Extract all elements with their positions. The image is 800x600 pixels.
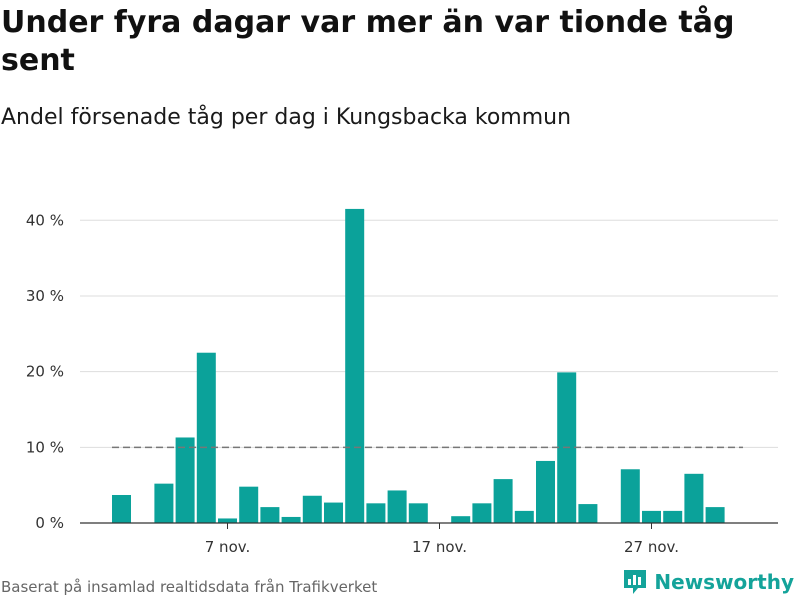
bar: [663, 510, 683, 523]
bar: [324, 502, 343, 523]
bar: [387, 490, 407, 523]
bar: [239, 486, 259, 523]
bar: [281, 516, 301, 523]
bar: [536, 460, 555, 523]
y-tick-label: 30 %: [26, 287, 64, 305]
bar: [493, 479, 513, 523]
bar: [112, 494, 131, 523]
bar: [175, 437, 195, 523]
bar: [684, 473, 704, 523]
chart-title: Under fyra dagar var mer än var tionde t…: [1, 5, 735, 78]
y-tick-label: 10 %: [26, 438, 64, 456]
bar: [705, 507, 725, 523]
bar: [260, 507, 280, 523]
bar: [302, 495, 322, 523]
brand-name: Newsworthy: [654, 570, 794, 594]
bar: [642, 510, 661, 523]
bar: [408, 503, 428, 523]
bar: [451, 516, 471, 523]
y-tick-label: 40 %: [26, 211, 64, 229]
bar: [218, 518, 237, 523]
bar: [472, 503, 492, 523]
x-tick-label: 7 nov.: [205, 538, 250, 556]
bars: [112, 208, 725, 523]
bar: [514, 510, 534, 523]
newsworthy-logo-icon: [624, 570, 647, 594]
bar: [366, 503, 386, 523]
bar: [345, 208, 365, 523]
chart-subtitle: Andel försenade tåg per dag i Kungsbacka…: [1, 105, 572, 130]
bar: [196, 352, 216, 523]
x-tick-label: 27 nov.: [624, 538, 679, 556]
brand-logo: Newsworthy: [622, 568, 794, 596]
bar: [620, 469, 640, 523]
axes: 0 % 10 % 20 % 30 % 40 % 7 nov. 17 nov. 27 nov.: [26, 211, 778, 556]
source-note: Baserat på insamlad realtidsdata från Tr…: [1, 578, 378, 596]
x-tick-label: 17 nov.: [412, 538, 467, 556]
bar: [154, 483, 174, 523]
y-tick-label: 0 %: [35, 514, 64, 532]
y-tick-label: 20 %: [26, 363, 64, 381]
bar: [578, 504, 598, 523]
grid-lines: [80, 219, 778, 448]
